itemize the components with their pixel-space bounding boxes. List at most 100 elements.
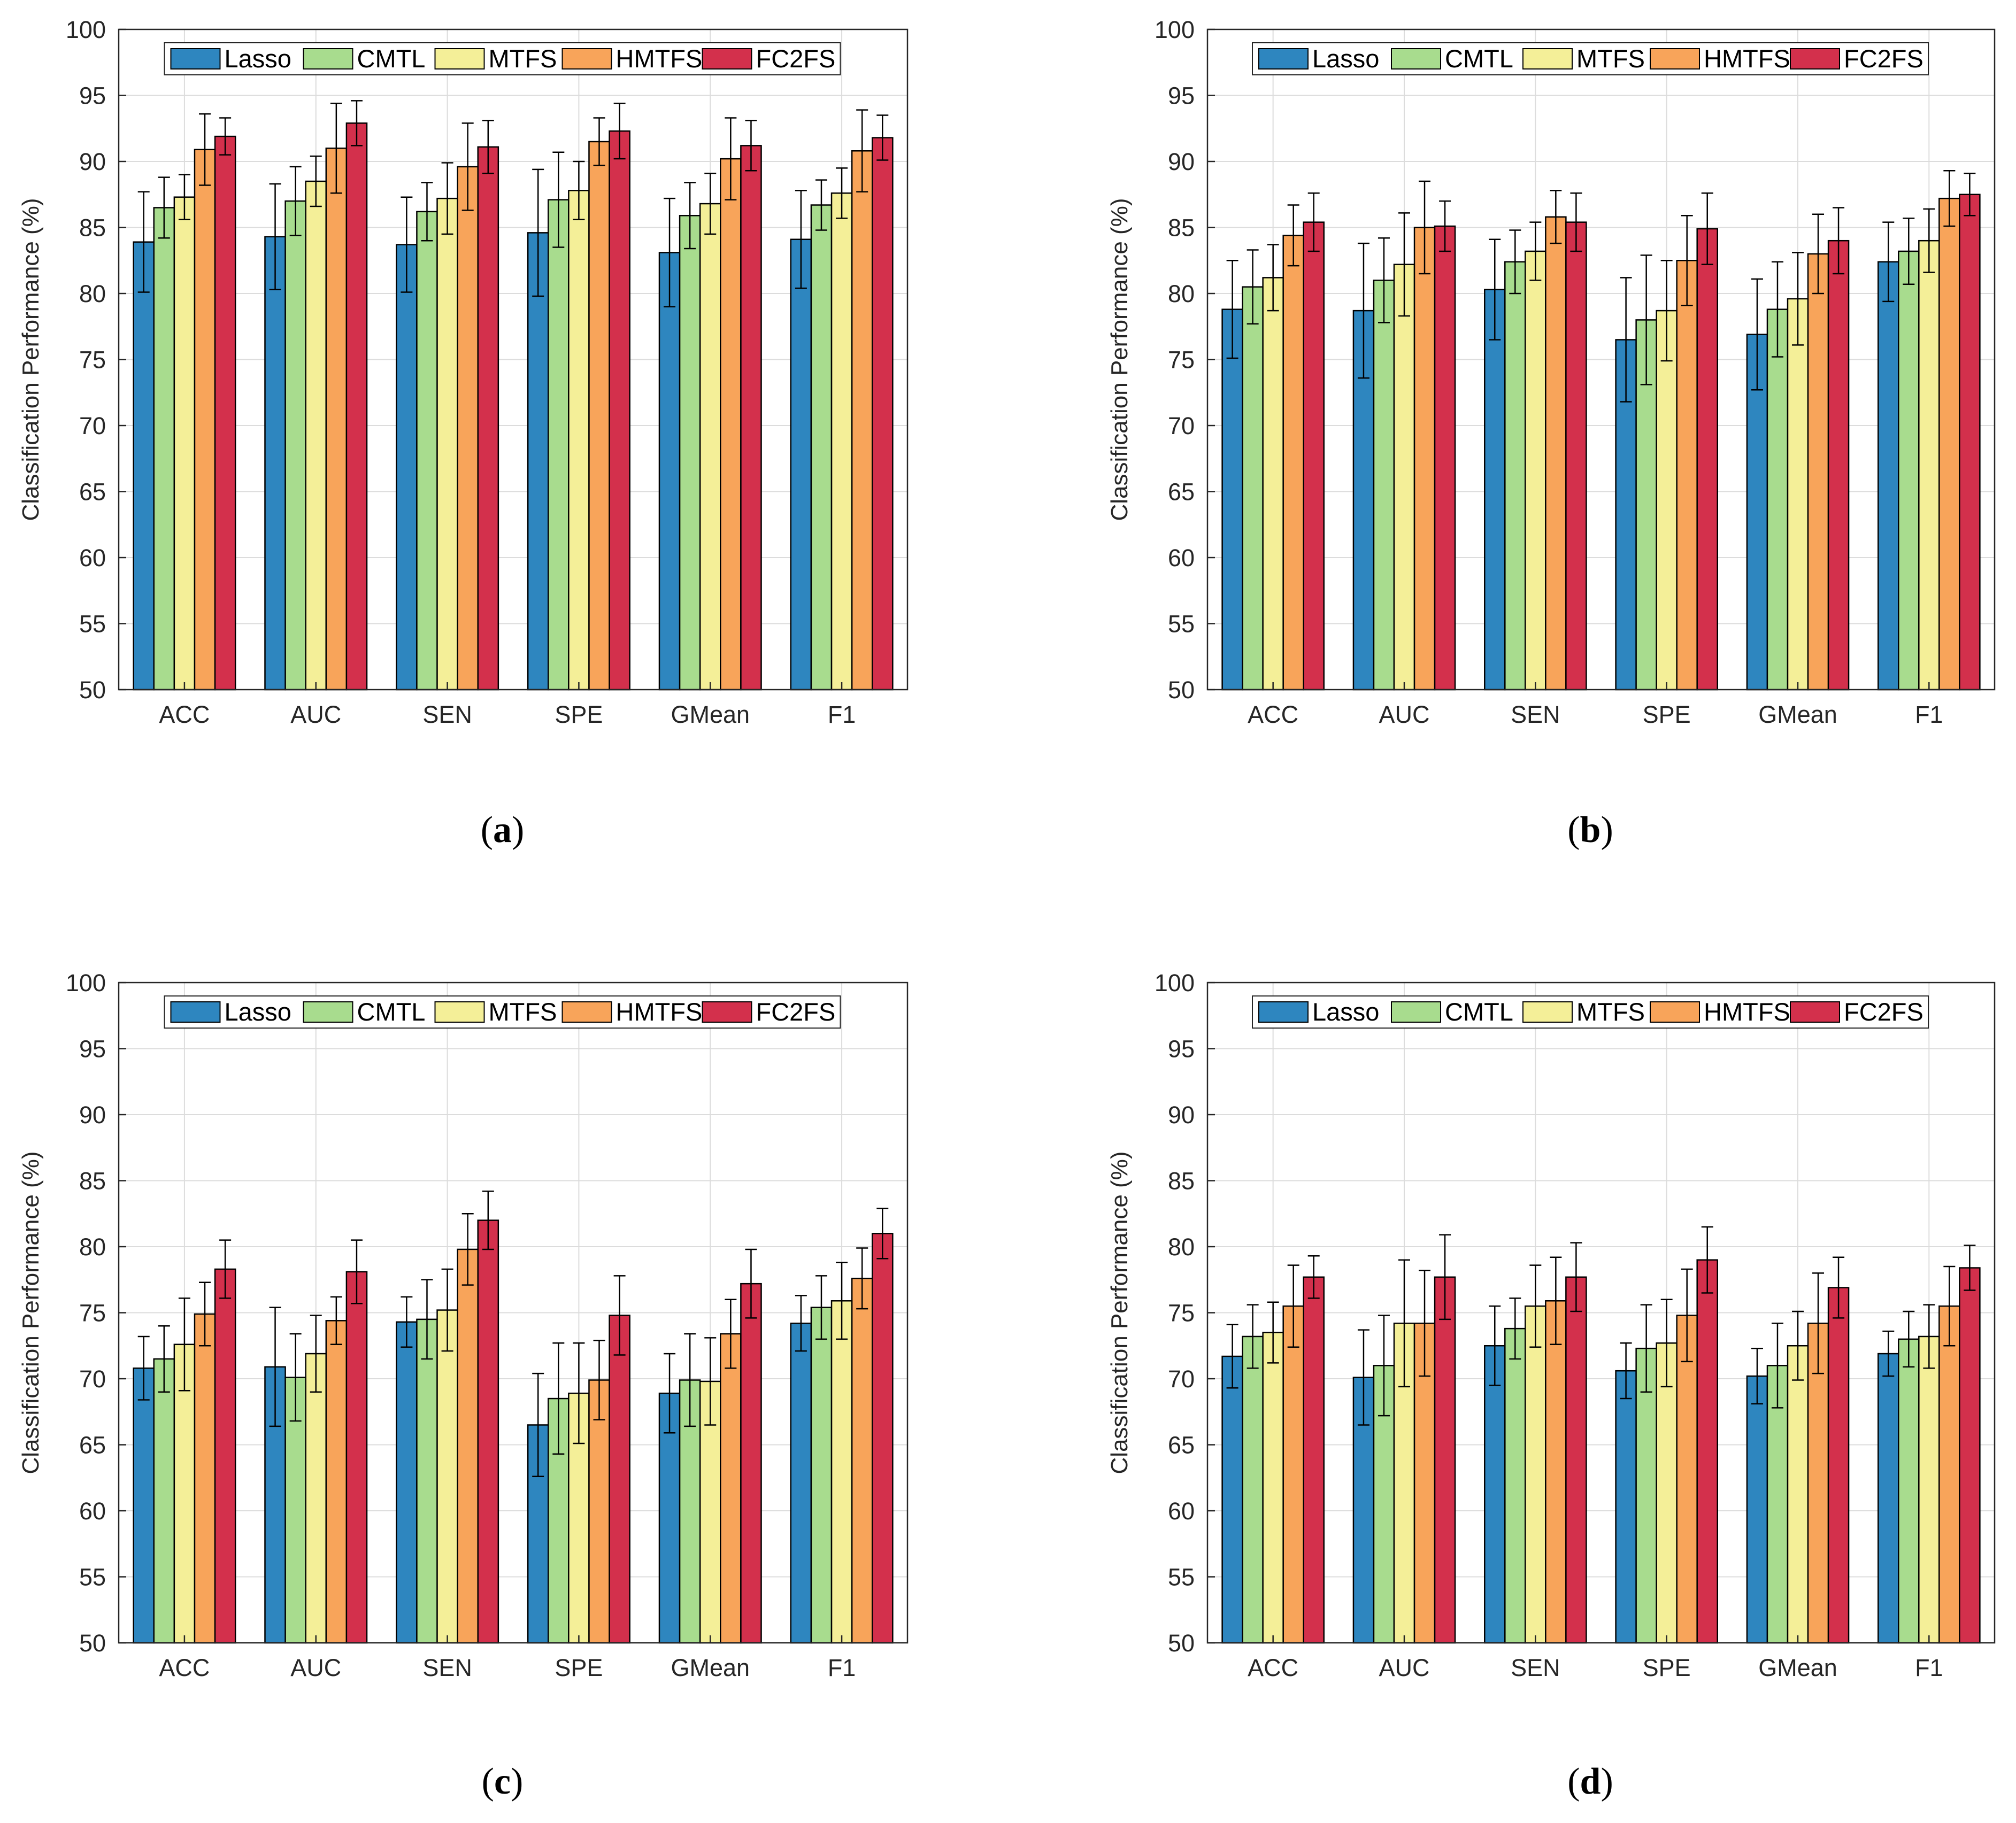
legend-label-mtfs: MTFS [1576, 998, 1645, 1026]
x-tick-label-f1: F1 [1915, 1654, 1943, 1681]
y-tick-label: 100 [66, 16, 106, 43]
error-bar [1903, 217, 1915, 285]
error-bar [421, 1279, 433, 1360]
x-tick-label-acc: ACC [159, 1654, 210, 1681]
error-bar [745, 1248, 757, 1319]
x-tick-label-spe: SPE [555, 701, 603, 728]
error-bar [1489, 1305, 1501, 1386]
bar-hmtfs-f1 [851, 150, 873, 691]
error-bar [1419, 180, 1431, 275]
legend-swatch-cmtl [303, 48, 353, 69]
y-tick-label: 60 [1168, 1497, 1195, 1525]
bar-lasso-f1 [1878, 261, 1899, 691]
error-bar [1509, 229, 1521, 295]
bar-fc2fs-sen [477, 1219, 499, 1644]
bar-cmtl-sen [1504, 261, 1526, 691]
legend-label-hmtfs: HMTFS [616, 998, 703, 1026]
error-bar [401, 196, 413, 293]
bar-hmtfs-spe [1676, 1315, 1698, 1644]
error-bar [1964, 1245, 1976, 1291]
bar-mtfs-sen [436, 1309, 458, 1644]
bar-cmtl-auc [1373, 280, 1395, 691]
legend-label-mtfs: MTFS [489, 44, 557, 73]
y-tick-label: 75 [79, 346, 106, 374]
error-bar [664, 197, 676, 307]
error-bar [1812, 1272, 1825, 1374]
bar-cmtl-acc [1242, 1335, 1264, 1644]
y-tick-label: 95 [1168, 82, 1195, 110]
bar-fc2fs-auc [345, 1271, 368, 1644]
y-tick-label: 85 [79, 214, 106, 242]
x-tick-label-spe: SPE [1643, 1654, 1691, 1681]
chart-panel-b: 50 55 60 65 70 75 80 85 90 95 100 ACC AUC SEN SPE GMean… [1106, 16, 1996, 851]
error-bar [876, 114, 889, 161]
legend-label-mtfs: MTFS [1576, 44, 1645, 73]
error-bar [1923, 208, 1935, 273]
legend-swatch-fc2fs [702, 48, 752, 69]
legend-swatch-cmtl [1391, 48, 1441, 69]
bar-hmtfs-sen [1545, 1300, 1567, 1644]
error-bar [330, 1296, 342, 1346]
series-cmtl [153, 1275, 833, 1644]
bar-hmtfs-auc [325, 1320, 348, 1644]
legend-swatch-mtfs [434, 1001, 485, 1023]
bar-mtfs-spe [1656, 1342, 1678, 1644]
error-bar [1833, 1256, 1845, 1319]
bar-fc2fs-acc [214, 135, 236, 691]
error-bar [795, 1295, 807, 1352]
y-tick-label: 60 [1168, 544, 1195, 571]
bar-hmtfs-gmean [720, 158, 742, 691]
error-bar [1620, 1342, 1632, 1400]
bar-cmtl-spe [548, 199, 570, 691]
error-bar [1287, 204, 1299, 267]
axes-box [1206, 982, 1996, 1644]
bar-lasso-acc [133, 241, 155, 691]
x-tick-label-f1: F1 [828, 1654, 856, 1681]
y-tick-label: 100 [1155, 16, 1195, 43]
error-bar [1681, 215, 1693, 306]
error-bar [350, 1239, 363, 1304]
legend-swatch-fc2fs [702, 1001, 752, 1023]
bar-fc2fs-gmean [740, 1283, 762, 1644]
x-tick-label-acc: ACC [159, 701, 210, 728]
legend-swatch-lasso [1258, 1001, 1309, 1023]
error-bar [1509, 1297, 1521, 1360]
bar-cmtl-auc [284, 200, 306, 691]
series-mtfs [1262, 1259, 1940, 1644]
panel-label: (b) [1567, 809, 1613, 851]
series-cmtl [1242, 217, 1920, 691]
bar-hmtfs-acc [194, 149, 216, 691]
series-fc2fs [1303, 172, 1981, 691]
bar-hmtfs-gmean [720, 1333, 742, 1644]
bar-fc2fs-acc [1303, 1276, 1325, 1644]
bar-mtfs-spe [1656, 310, 1678, 691]
y-tick-label: 80 [1168, 280, 1195, 307]
legend-swatch-cmtl [1391, 1001, 1441, 1023]
error-bar [1489, 238, 1501, 341]
error-bar [199, 113, 211, 186]
bar-mtfs-gmean [699, 203, 721, 691]
error-bar [1287, 1264, 1299, 1348]
bar-mtfs-acc [1262, 1332, 1284, 1644]
bar-fc2fs-spe [609, 1315, 630, 1644]
y-tick-label: 75 [1168, 1300, 1195, 1327]
x-tick-label-gmean: GMean [1758, 1654, 1837, 1681]
chart-panel-c: 50 55 60 65 70 75 80 85 90 95 100 ACC AUC SEN SPE GMean… [18, 969, 909, 1802]
error-bar [1943, 170, 1956, 227]
x-tick-label-sen: SEN [422, 701, 472, 728]
legend: Lasso CMTL MTFS HMTFS FC2FS [164, 42, 841, 75]
series-hmtfs [1282, 170, 1960, 691]
bar-mtfs-acc [1262, 277, 1284, 691]
bar-fc2fs-auc [1434, 225, 1456, 691]
error-bar [137, 191, 150, 293]
x-tick-label-spe: SPE [555, 1654, 603, 1681]
error-bar [1923, 1304, 1935, 1369]
series-cmtl [153, 151, 833, 691]
error-bar [1357, 242, 1369, 379]
bar-fc2fs-acc [214, 1268, 236, 1644]
error-bar [1771, 261, 1783, 358]
error-bar [178, 1297, 190, 1392]
y-tick-label: 100 [66, 969, 106, 997]
y-tick-label: 90 [79, 148, 106, 175]
error-bar [1570, 1242, 1582, 1312]
